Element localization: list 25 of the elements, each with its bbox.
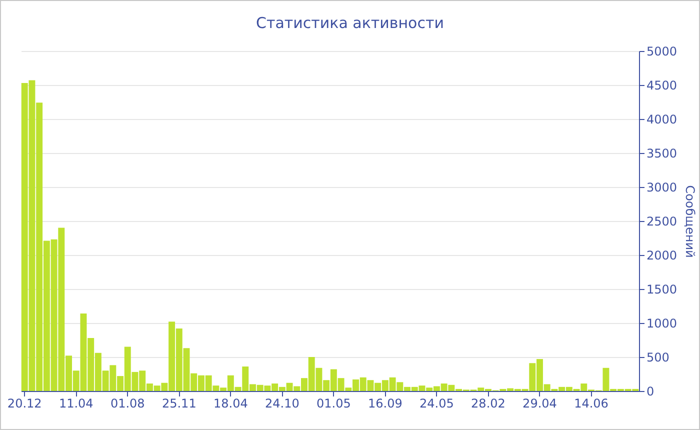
x-tick-label: 16.09	[368, 396, 402, 410]
chart-title: Статистика активности	[256, 14, 444, 32]
x-tick-label: 11.04	[58, 396, 94, 410]
y-tick-label: 4500	[646, 78, 678, 92]
y-tick-label: 3500	[646, 146, 678, 160]
y-tick-label: 1000	[646, 316, 678, 330]
y-tick-label: 3000	[646, 180, 678, 194]
y-tick-label: 1500	[646, 282, 678, 296]
x-tick-label: 01.08	[110, 396, 145, 410]
x-tick-label: 25.11	[162, 396, 196, 410]
y-tick-label: 2000	[646, 248, 678, 262]
y-tick-label: 5000	[646, 44, 678, 58]
y-tick-label: 500	[646, 350, 670, 364]
x-tick-label: 18.04	[213, 396, 248, 410]
x-tick-label: 01.05	[316, 396, 351, 410]
x-tick-label: 24.05	[420, 396, 454, 410]
y-tick-label: 0	[646, 384, 654, 398]
x-tick-label: 20.12	[7, 396, 42, 410]
y-tick-label: 2500	[646, 214, 678, 228]
y-tick-label: 4000	[646, 112, 678, 126]
x-tick-label: 29.04	[522, 396, 557, 410]
x-tick-label: 28.02	[471, 396, 506, 410]
x-tick-label: 24.10	[264, 396, 300, 410]
y-axis-title: Сообщений	[683, 185, 698, 258]
x-tick-label: 14.06	[574, 396, 608, 410]
